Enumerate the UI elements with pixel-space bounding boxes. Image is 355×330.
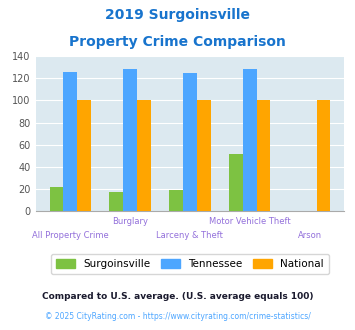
Text: Compared to U.S. average. (U.S. average equals 100): Compared to U.S. average. (U.S. average … <box>42 292 313 301</box>
Text: © 2025 CityRating.com - https://www.cityrating.com/crime-statistics/: © 2025 CityRating.com - https://www.city… <box>45 312 310 321</box>
Text: Burglary: Burglary <box>112 217 148 226</box>
Bar <box>229 153 243 211</box>
Bar <box>243 69 257 211</box>
Bar <box>169 190 183 211</box>
Text: Arson: Arson <box>297 231 322 240</box>
Text: Property Crime Comparison: Property Crime Comparison <box>69 35 286 49</box>
Bar <box>183 73 197 211</box>
Text: All Property Crime: All Property Crime <box>32 231 109 240</box>
Bar <box>50 187 63 211</box>
Bar <box>137 100 151 211</box>
Legend: Surgoinsville, Tennessee, National: Surgoinsville, Tennessee, National <box>51 253 329 274</box>
Bar <box>77 100 91 211</box>
Text: 2019 Surgoinsville: 2019 Surgoinsville <box>105 8 250 22</box>
Bar <box>317 100 330 211</box>
Bar <box>197 100 211 211</box>
Text: Motor Vehicle Theft: Motor Vehicle Theft <box>209 217 291 226</box>
Text: Larceny & Theft: Larceny & Theft <box>157 231 223 240</box>
Bar <box>257 100 271 211</box>
Bar <box>109 192 123 211</box>
Bar <box>123 69 137 211</box>
Bar <box>63 72 77 211</box>
